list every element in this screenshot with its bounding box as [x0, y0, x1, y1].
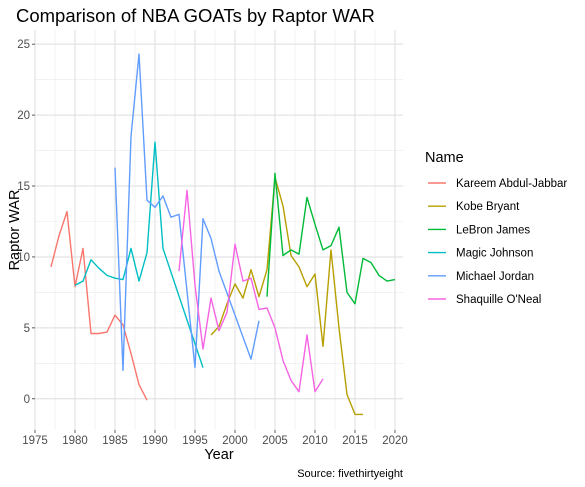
x-tick-label: 1985 [102, 435, 128, 447]
x-tick-label: 2020 [382, 435, 408, 447]
x-tick-label: 2010 [302, 435, 328, 447]
grid-minor [35, 30, 403, 430]
legend-title: Name [425, 150, 464, 166]
y-tick-label: 0 [24, 394, 30, 406]
series-line-magic-johnson [74, 141, 204, 368]
legend-label: Kobe Bryant [456, 201, 520, 213]
series-line-lebron-james [266, 172, 396, 305]
x-tick-label: 1995 [182, 435, 208, 447]
y-axis-title: Raptor WAR [7, 190, 23, 271]
series-lines [50, 53, 396, 416]
chart-title: Comparison of NBA GOATs by Raptor WAR [16, 5, 375, 26]
x-tick-label: 2015 [342, 435, 368, 447]
x-tick-label: 1975 [22, 435, 48, 447]
legend-label: Michael Jordan [456, 271, 534, 283]
x-tick-label: 2000 [222, 435, 248, 447]
x-axis-title: Year [204, 447, 233, 463]
y-tick-label: 25 [17, 39, 30, 51]
series-line-michael-jordan [114, 53, 260, 372]
x-axis: 1975 1980 1985 1990 1995 2000 2005 2010 2015 2020 [22, 430, 408, 447]
x-tick-label: 1980 [62, 435, 88, 447]
y-tick-label: 5 [24, 323, 30, 335]
legend-label: Shaquille O'Neal [456, 294, 541, 306]
y-tick-label: 20 [17, 110, 30, 122]
y-axis: 0 5 10 15 20 25 [17, 39, 35, 406]
series-line-kareem-abdul-jabbar [50, 210, 148, 401]
legend-label: LeBron James [456, 224, 530, 236]
x-tick-label: 2005 [262, 435, 288, 447]
y-tick-label: 15 [17, 181, 30, 193]
caption: Source: fivethirtyeight [297, 468, 403, 480]
series-line-shaquille-o-neal [178, 189, 324, 393]
y-tick-label: 10 [17, 252, 30, 264]
series-line-kobe-bryant [210, 176, 363, 416]
grid-major [34, 30, 403, 430]
legend: Name Kareem Abdul-Jabbar Kobe Bryant LeBro… [425, 150, 567, 306]
legend-label: Magic Johnson [456, 248, 533, 260]
legend-label: Kareem Abdul-Jabbar [456, 178, 567, 190]
x-tick-label: 1990 [142, 435, 168, 447]
